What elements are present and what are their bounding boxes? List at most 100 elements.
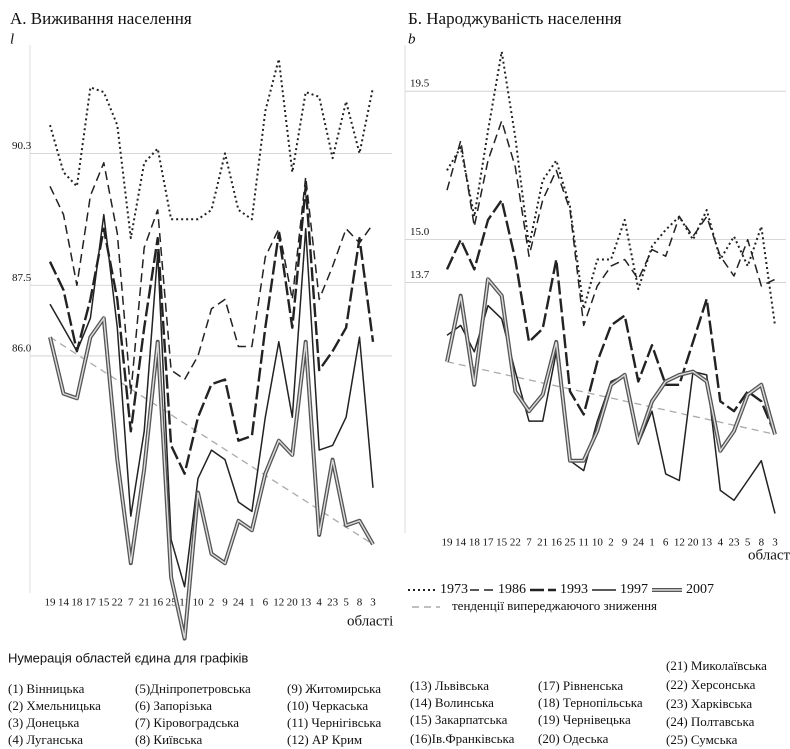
x-axis-label: області — [347, 613, 393, 629]
x-tick-label: 2 — [608, 537, 614, 549]
x-tick-label: 6 — [263, 597, 269, 609]
x-tick-label: 11 — [179, 597, 190, 609]
region-label: (23) Харківська — [666, 696, 752, 711]
series-line — [446, 50, 776, 326]
x-tick-label: 3 — [370, 597, 376, 609]
region-label: (12) АР Крим — [287, 732, 362, 747]
trend-line — [49, 336, 374, 545]
y-tick-label: 19.5 — [410, 78, 430, 90]
region-label: (18) Тернопільська — [538, 695, 643, 710]
x-tick-label: 17 — [483, 537, 495, 549]
x-tick-label: 19 — [442, 537, 454, 549]
series-line — [48, 316, 375, 641]
region-label: (10) Черкаська — [287, 698, 368, 713]
x-tick-label: 13 — [300, 597, 312, 609]
x-tick-label: 20 — [287, 597, 299, 609]
region-label: (17) Рівненська — [538, 678, 623, 693]
y-axis-label: l — [10, 31, 14, 47]
legend-label: 1986 — [498, 582, 526, 597]
x-tick-label: 15 — [98, 597, 110, 609]
x-tick-label: 25 — [166, 597, 178, 609]
x-tick-label: 9 — [222, 597, 228, 609]
x-tick-label: 21 — [537, 537, 548, 549]
x-tick-label: 11 — [578, 537, 589, 549]
x-tick-label: 25 — [565, 537, 577, 549]
x-tick-label: 8 — [759, 537, 765, 549]
series-line — [445, 277, 777, 463]
region-label: (9) Житомирська — [287, 681, 381, 696]
region-label: (20) Одеська — [538, 731, 609, 746]
x-tick-label: 1 — [649, 537, 655, 549]
region-label: (24) Полтавська — [666, 714, 755, 729]
region-label: (7) Кіровоградська — [135, 715, 239, 730]
series-line-inner — [446, 277, 776, 462]
legend-label: 1993 — [560, 582, 588, 597]
series-line-inner — [49, 316, 374, 639]
series-line — [49, 58, 374, 240]
y-tick-label: 13.7 — [410, 269, 430, 281]
x-tick-label: 10 — [193, 597, 205, 609]
x-tick-label: 5 — [745, 537, 751, 549]
x-tick-label: 23 — [327, 597, 339, 609]
region-label: (14) Волинська — [410, 695, 494, 710]
x-tick-label: 4 — [718, 537, 724, 549]
region-label: (6) Запорізька — [135, 698, 212, 713]
x-tick-label: 21 — [139, 597, 150, 609]
x-tick-label: 13 — [701, 537, 713, 549]
region-label: (15) Закарпатська — [410, 712, 508, 727]
series-line — [446, 120, 776, 327]
x-tick-label: 7 — [128, 597, 134, 609]
y-axis-label: b — [408, 31, 416, 47]
legend-label: 1997 — [620, 582, 648, 597]
series-line — [49, 162, 374, 395]
x-tick-label: 6 — [663, 537, 669, 549]
x-tick-label: 1 — [249, 597, 255, 609]
region-label: (1) Вінницька — [8, 681, 85, 696]
x-tick-label: 10 — [592, 537, 604, 549]
x-tick-label: 24 — [233, 597, 245, 609]
x-tick-label: 8 — [357, 597, 363, 609]
x-tick-label: 3 — [772, 537, 778, 549]
region-label: (11) Чернігівська — [287, 715, 382, 730]
region-label: (3) Донецька — [8, 715, 80, 730]
series-line — [446, 304, 776, 514]
x-axis-label: області — [748, 547, 790, 563]
x-tick-label: 20 — [688, 537, 700, 549]
x-tick-label: 16 — [152, 597, 164, 609]
region-label: (8) Київська — [135, 732, 203, 747]
region-label: (13) Львівська — [410, 678, 489, 693]
x-tick-label: 19 — [45, 597, 57, 609]
region-label: (2) Хмельницька — [8, 698, 101, 713]
y-tick-label: 15.0 — [410, 226, 430, 238]
region-label: (22) Херсонська — [666, 677, 756, 692]
x-tick-label: 15 — [496, 537, 508, 549]
region-label: (16)Ів.Франківська — [410, 731, 515, 746]
y-tick-label: 86.0 — [12, 342, 32, 354]
x-tick-label: 7 — [526, 537, 532, 549]
x-tick-label: 14 — [455, 537, 467, 549]
x-tick-label: 2 — [209, 597, 215, 609]
series-line — [445, 198, 777, 435]
y-tick-label: 90.3 — [12, 140, 32, 152]
x-tick-label: 18 — [71, 597, 83, 609]
x-tick-label: 17 — [85, 597, 97, 609]
region-label: (5)Дніпропетровська — [135, 681, 251, 696]
series-line — [48, 185, 375, 475]
x-tick-label: 23 — [729, 537, 741, 549]
region-label: (19) Чернівецька — [538, 712, 631, 727]
region-label: (25) Сумська — [666, 732, 738, 747]
chart-title: Б. Народжуваність населення — [408, 9, 622, 28]
x-tick-label: 16 — [551, 537, 563, 549]
x-tick-label: 5 — [343, 597, 349, 609]
x-tick-label: 9 — [622, 537, 628, 549]
region-label: (21) Миколаївська — [666, 658, 767, 673]
legend-label: тенденції випереджаючого зниження — [452, 598, 657, 613]
trend-line — [446, 361, 776, 435]
x-tick-label: 18 — [469, 537, 481, 549]
legend-label: 2007 — [686, 582, 714, 597]
x-tick-label: 4 — [316, 597, 322, 609]
chart-title: А. Виживання населення — [10, 9, 192, 28]
notes-title: Нумерація областей єдина для графіків — [8, 650, 248, 665]
y-tick-label: 87.5 — [12, 272, 32, 284]
